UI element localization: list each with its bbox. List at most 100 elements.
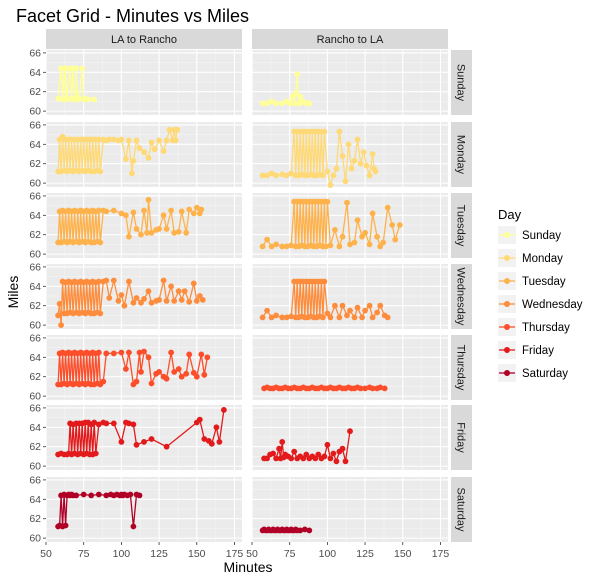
data-point — [175, 366, 182, 372]
panel-sunday-rancho-to-la — [251, 50, 448, 115]
data-point — [369, 314, 376, 321]
panel-saturday-la-to-rancho — [45, 477, 242, 542]
data-point — [145, 196, 152, 203]
data-point — [130, 421, 137, 428]
data-point — [297, 93, 304, 100]
panel-background — [46, 50, 242, 115]
data-point — [279, 314, 286, 321]
panel-wednesday-rancho-to-la — [251, 264, 448, 329]
series-line-sunday-la-to-rancho — [57, 67, 95, 101]
y-tick-label: 62 — [29, 513, 41, 525]
data-point — [110, 420, 117, 427]
data-point — [62, 522, 69, 529]
row-strip-thursday — [451, 335, 472, 400]
y-tick-label: 62 — [29, 441, 41, 453]
data-point — [344, 199, 350, 206]
data-point — [125, 420, 132, 427]
y-tick-label: 64 — [29, 210, 41, 222]
row-strip-label: Monday — [455, 135, 467, 175]
data-point — [354, 304, 361, 311]
y-tick-label: 66 — [29, 119, 41, 131]
data-point — [320, 314, 326, 321]
legend-key-point — [504, 278, 510, 284]
data-point — [279, 171, 286, 178]
data-point — [115, 298, 122, 304]
data-point — [138, 369, 144, 375]
data-point — [172, 137, 179, 144]
data-point — [259, 243, 266, 250]
data-point — [389, 222, 396, 228]
row-strip-friday — [451, 405, 472, 470]
data-point — [125, 349, 132, 356]
data-point — [193, 298, 200, 304]
y-tick-label: 60 — [29, 533, 41, 545]
panel-tuesday-la-to-rancho — [45, 193, 242, 258]
legend-entry-saturday: Saturday — [498, 364, 568, 382]
data-point — [163, 137, 170, 144]
panel-thursday-la-to-rancho — [45, 335, 242, 400]
data-point — [324, 168, 331, 175]
x-tick-label: 50 — [40, 548, 52, 560]
data-point — [264, 100, 270, 107]
data-point — [123, 212, 129, 219]
data-point — [301, 526, 308, 533]
data-point — [283, 314, 290, 321]
y-tick-label: 64 — [29, 281, 41, 293]
data-point — [141, 348, 147, 355]
y-tick-label: 66 — [29, 190, 41, 202]
data-point — [76, 95, 83, 102]
panel-tuesday-rancho-to-la — [251, 193, 448, 258]
data-point — [145, 288, 152, 295]
data-point — [123, 156, 129, 162]
data-point — [136, 492, 143, 499]
data-point — [125, 233, 132, 240]
data-point — [288, 170, 295, 177]
data-point — [363, 162, 370, 169]
row-strip-tuesday — [451, 193, 472, 258]
data-point — [95, 278, 102, 285]
data-point — [357, 385, 364, 392]
data-point — [330, 450, 337, 457]
data-point — [283, 243, 290, 250]
x-tick-label: 75 — [284, 548, 296, 560]
data-point — [133, 226, 140, 232]
data-point — [130, 157, 137, 164]
y-tick-label: 62 — [29, 371, 41, 383]
panel-sunday-la-to-rancho — [45, 50, 242, 115]
y-tick-label: 60 — [29, 178, 41, 190]
data-point — [357, 160, 364, 167]
data-point — [103, 350, 110, 357]
data-point — [359, 314, 365, 321]
legend-entry-sunday: Sunday — [498, 226, 561, 244]
data-point — [333, 458, 340, 465]
data-point — [351, 239, 358, 246]
data-point — [163, 375, 170, 382]
data-point — [110, 350, 117, 357]
data-point — [327, 182, 334, 189]
data-point — [273, 455, 279, 462]
data-point — [377, 384, 384, 391]
data-point — [336, 314, 343, 321]
data-point — [58, 322, 64, 328]
data-point — [264, 172, 270, 179]
legend-key-point — [504, 370, 510, 376]
data-point — [163, 298, 170, 304]
legend-label: Friday — [522, 345, 554, 357]
data-point — [366, 241, 373, 248]
legend-label: Sunday — [522, 230, 561, 242]
y-tick-label: 64 — [29, 139, 41, 151]
data-point — [276, 445, 282, 452]
data-point — [392, 236, 399, 243]
data-point — [97, 310, 104, 317]
data-point — [380, 239, 387, 246]
data-point — [88, 492, 95, 499]
data-point — [366, 172, 373, 179]
column-strip-label: Rancho to LA — [317, 34, 384, 46]
data-point — [320, 172, 326, 179]
data-point — [270, 450, 276, 457]
data-point — [374, 233, 380, 240]
y-tick-label: 60 — [29, 249, 41, 261]
y-tick-label: 60 — [29, 106, 41, 118]
y-tick-label: 60 — [29, 461, 41, 473]
data-point — [145, 155, 152, 161]
